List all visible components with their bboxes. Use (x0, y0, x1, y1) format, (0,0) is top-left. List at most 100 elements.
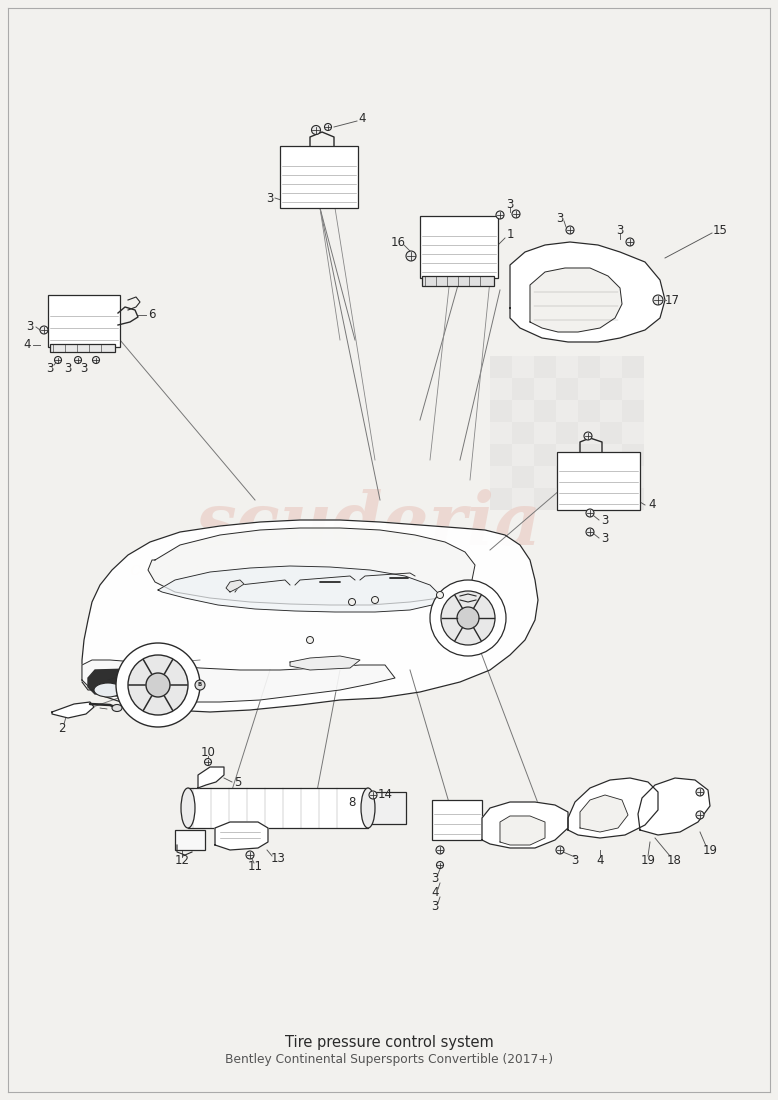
Text: 3: 3 (80, 362, 88, 374)
Bar (578, 356, 600, 378)
Polygon shape (88, 668, 172, 694)
Bar (422, 276, 494, 286)
Bar (490, 356, 512, 378)
Bar (432, 800, 482, 840)
Circle shape (436, 846, 444, 854)
Text: 13: 13 (271, 851, 286, 865)
Circle shape (441, 591, 495, 645)
Ellipse shape (361, 788, 375, 828)
Text: 4: 4 (596, 854, 604, 867)
Bar (600, 400, 622, 422)
Circle shape (436, 861, 443, 869)
Circle shape (653, 295, 663, 305)
Circle shape (40, 326, 48, 334)
Polygon shape (158, 566, 440, 612)
Bar (490, 422, 512, 444)
Bar (600, 378, 622, 400)
Bar (490, 466, 512, 488)
Bar (600, 488, 622, 510)
Circle shape (586, 509, 594, 517)
Circle shape (406, 251, 416, 261)
Circle shape (54, 356, 61, 363)
Bar (578, 378, 600, 400)
Bar (578, 466, 600, 488)
Text: 6: 6 (149, 308, 156, 321)
Text: Tire pressure control system: Tire pressure control system (285, 1034, 493, 1049)
Polygon shape (290, 656, 360, 670)
Text: 5: 5 (234, 776, 242, 789)
Text: B: B (198, 682, 202, 688)
Bar (48, 295, 120, 346)
Ellipse shape (181, 788, 195, 828)
Bar (556, 466, 578, 488)
Bar (490, 378, 512, 400)
Text: 4: 4 (358, 111, 366, 124)
Text: 3: 3 (571, 854, 579, 867)
Text: 3: 3 (506, 198, 513, 210)
Circle shape (324, 123, 331, 131)
Bar (578, 400, 600, 422)
Bar (534, 378, 556, 400)
Circle shape (246, 851, 254, 859)
Bar (534, 400, 556, 422)
Circle shape (696, 811, 704, 819)
Text: 3: 3 (601, 514, 608, 527)
Polygon shape (568, 778, 658, 838)
Bar (578, 422, 600, 444)
Bar (50, 344, 115, 352)
Circle shape (195, 680, 205, 690)
Circle shape (372, 596, 379, 604)
Circle shape (146, 673, 170, 697)
Bar (368, 792, 406, 824)
Bar (490, 400, 512, 422)
Bar (490, 444, 512, 466)
Text: 19: 19 (640, 854, 656, 867)
Text: 3: 3 (556, 211, 564, 224)
Bar (512, 378, 534, 400)
Text: 3: 3 (266, 191, 274, 205)
Bar (600, 422, 622, 444)
Bar (578, 444, 600, 466)
Bar (490, 488, 512, 510)
Circle shape (349, 598, 356, 605)
Bar (512, 488, 534, 510)
Polygon shape (82, 660, 395, 702)
Bar (556, 356, 578, 378)
Text: 1: 1 (506, 229, 513, 242)
Text: 12: 12 (174, 854, 190, 867)
Bar (600, 356, 622, 378)
Text: 3: 3 (47, 362, 54, 374)
Ellipse shape (134, 683, 162, 697)
Bar (622, 356, 644, 378)
Text: 4: 4 (648, 498, 656, 512)
Bar (512, 356, 534, 378)
Bar (280, 146, 358, 208)
Polygon shape (148, 528, 475, 605)
Text: 18: 18 (667, 854, 682, 867)
Circle shape (696, 788, 704, 796)
Polygon shape (530, 268, 622, 332)
Circle shape (556, 846, 564, 854)
Bar (534, 466, 556, 488)
Polygon shape (198, 767, 224, 788)
Text: 11: 11 (247, 859, 262, 872)
Bar (578, 488, 600, 510)
Circle shape (93, 356, 100, 363)
Polygon shape (82, 520, 538, 712)
Text: 17: 17 (664, 294, 679, 307)
Bar (556, 378, 578, 400)
Circle shape (496, 211, 504, 219)
Circle shape (566, 226, 574, 234)
Circle shape (512, 210, 520, 218)
Bar (600, 444, 622, 466)
Circle shape (307, 637, 314, 644)
Bar (512, 400, 534, 422)
Text: 4: 4 (431, 886, 439, 899)
Bar (534, 422, 556, 444)
Polygon shape (580, 795, 628, 832)
Bar (600, 466, 622, 488)
Circle shape (584, 432, 592, 440)
Text: 19: 19 (703, 844, 717, 857)
Bar (534, 488, 556, 510)
Circle shape (311, 125, 321, 134)
